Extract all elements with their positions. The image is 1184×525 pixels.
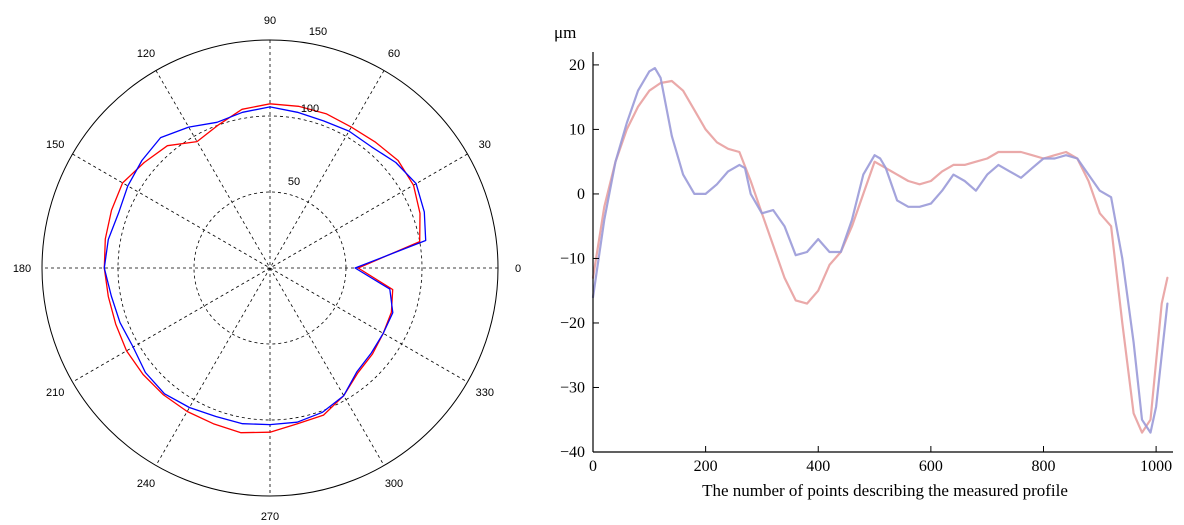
polar-grid-spoke — [72, 153, 468, 383]
polar-angle-tick: 0 — [515, 263, 521, 275]
polar-radial-tick: 50 — [288, 176, 300, 188]
y-tick-label: −40 — [560, 444, 585, 461]
line-axes — [592, 52, 1173, 453]
polar-chart: 0 30 60 90 120 150 180 210 240 270 300 330 50 100 150 — [13, 15, 521, 523]
line-series-2-path — [591, 67, 1169, 434]
polar-angle-tick: 120 — [137, 48, 155, 60]
polar-series-2-line — [103, 106, 427, 426]
y-axis-label: μm — [554, 23, 576, 42]
polar-series-group — [103, 103, 427, 434]
polar-labels: 0 30 60 90 120 150 180 210 240 270 300 330 50 100 150 — [13, 15, 521, 523]
polar-angle-tick: 240 — [137, 478, 155, 490]
polar-angle-tick: 180 — [13, 263, 31, 275]
polar-radial-tick: 150 — [309, 26, 327, 38]
y-tick-label: −10 — [560, 251, 585, 268]
y-tick-label: −30 — [560, 380, 585, 397]
polar-angle-tick: 270 — [261, 511, 279, 523]
line-chart: 0 200 400 600 800 1000 20 10 0 −10 −20 −30 −40 μm The … — [554, 23, 1173, 500]
line-series-1-path — [591, 79, 1169, 434]
y-tick-label: −20 — [560, 315, 585, 332]
y-tick-label: 0 — [577, 186, 585, 203]
x-axis-label: The number of points describing the meas… — [702, 481, 1068, 500]
y-tick-label: 20 — [569, 57, 585, 74]
polar-angle-tick: 330 — [476, 387, 494, 399]
x-tick-label: 1000 — [1140, 458, 1172, 475]
polar-angle-tick: 90 — [264, 15, 276, 27]
line-series-group — [591, 67, 1169, 434]
polar-angle-tick: 210 — [46, 387, 64, 399]
polar-angle-tick: 300 — [385, 478, 403, 490]
x-tick-label: 200 — [694, 458, 718, 475]
x-tick-label: 600 — [919, 458, 943, 475]
x-tick-label: 400 — [806, 458, 830, 475]
y-tick-label: 10 — [569, 121, 585, 138]
polar-radial-tick: 100 — [301, 103, 319, 115]
x-tick-label: 800 — [1032, 458, 1056, 475]
polar-angle-tick: 30 — [479, 139, 491, 151]
polar-grid — [41, 39, 499, 497]
x-tick-label: 0 — [589, 458, 597, 475]
polar-angle-tick: 60 — [388, 48, 400, 60]
polar-grid-ring — [117, 115, 423, 421]
polar-angle-tick: 150 — [46, 139, 64, 151]
line-labels: 0 200 400 600 800 1000 20 10 0 −10 −20 −30 −40 μm The … — [554, 23, 1172, 500]
